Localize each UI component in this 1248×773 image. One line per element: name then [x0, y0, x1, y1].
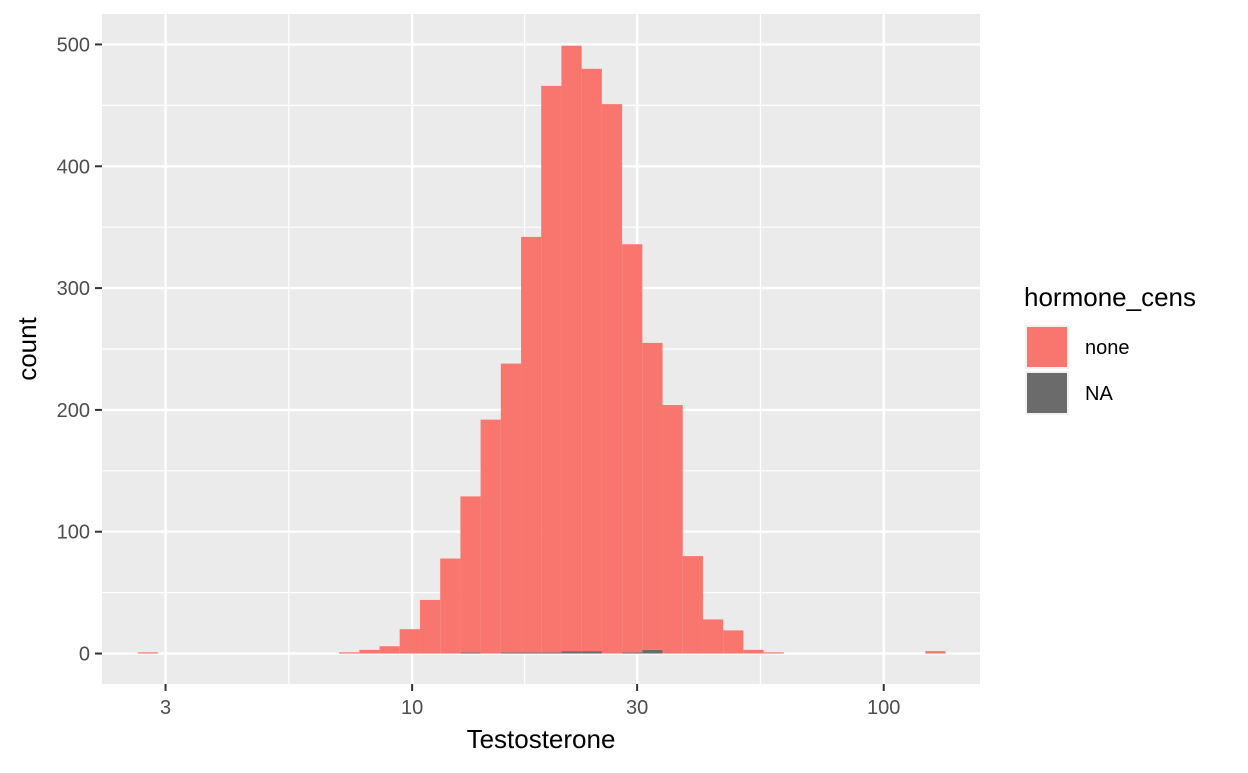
bar-none — [601, 104, 623, 654]
bar-none — [480, 419, 501, 654]
bar-none — [581, 68, 602, 652]
bar-none — [743, 649, 764, 654]
bar-none — [662, 405, 683, 654]
bar-none — [440, 558, 461, 654]
bar-na — [561, 651, 582, 654]
bar-none — [561, 45, 582, 652]
legend-swatch — [1027, 373, 1067, 413]
x-tick-label: 10 — [401, 697, 423, 719]
bar-na — [541, 652, 562, 654]
bar-none — [723, 630, 744, 654]
y-tick-label: 300 — [57, 278, 90, 300]
legend-label: none — [1085, 337, 1130, 359]
bar-none — [339, 652, 360, 654]
x-axis: 3 10 30 100 — [160, 684, 900, 719]
x-axis-title: Testosterone — [467, 724, 616, 754]
bar-none — [925, 651, 946, 654]
bar-none — [359, 649, 380, 654]
bar-none — [500, 363, 522, 653]
legend-title: hormone_cens — [1024, 282, 1196, 312]
y-axis: 0 100 200 300 400 500 — [57, 34, 102, 666]
y-tick-label: 0 — [79, 644, 90, 666]
bar-none — [682, 556, 703, 654]
bar-none — [399, 629, 420, 654]
y-axis-title: count — [12, 316, 42, 380]
bar-na — [581, 651, 602, 654]
x-tick-label: 30 — [626, 697, 648, 719]
x-tick-label: 3 — [160, 697, 171, 719]
bar-na — [622, 652, 643, 654]
bar-none — [642, 342, 663, 650]
y-tick-label: 500 — [57, 34, 90, 56]
bar-none — [622, 244, 643, 653]
bar-none — [137, 652, 158, 654]
y-tick-label: 200 — [57, 400, 90, 422]
bar-none — [541, 85, 562, 653]
legend: hormone_cens none NA — [1024, 282, 1196, 415]
bar-na — [500, 652, 522, 654]
bar-none — [379, 646, 400, 654]
bar-na — [521, 652, 542, 654]
legend-items: none NA — [1025, 325, 1130, 415]
bar-none — [763, 652, 784, 654]
bar-none — [521, 236, 542, 653]
bar-none — [702, 619, 724, 654]
bar-none — [460, 496, 481, 653]
x-tick-label: 100 — [867, 697, 900, 719]
y-tick-label: 100 — [57, 522, 90, 544]
legend-label: NA — [1085, 383, 1113, 405]
bar-na — [460, 652, 481, 654]
y-tick-label: 400 — [57, 156, 90, 178]
bar-na — [642, 649, 663, 654]
bar-none — [419, 599, 441, 654]
legend-swatch — [1027, 327, 1067, 367]
bars — [137, 45, 946, 654]
